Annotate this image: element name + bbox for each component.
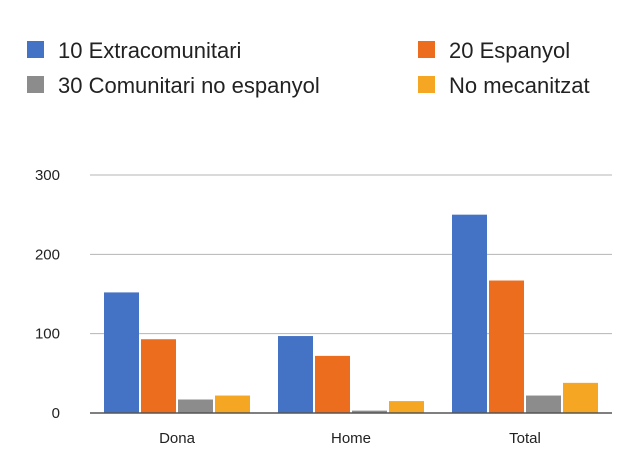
gridlines <box>90 174 612 335</box>
legend-item-comunitari-no-espanyol: 30 Comunitari no espanyol <box>27 73 320 98</box>
x-tick-label-dona: Dona <box>159 430 196 447</box>
y-tick-label: 0 <box>52 405 60 422</box>
x-axis-labels: Dona Home Total <box>159 430 541 447</box>
bar-total-no-mecanitzat <box>563 382 598 413</box>
legend: 10 Extracomunitari 20 Espanyol 30 Comuni… <box>27 38 590 98</box>
bar-home-no-mecanitzat <box>389 401 424 413</box>
bar-home-10-extracomunitari <box>278 336 313 413</box>
legend-item-espanyol: 20 Espanyol <box>418 38 570 63</box>
legend-label-comunitari-no-espanyol: 30 Comunitari no espanyol <box>58 73 320 98</box>
bar-dona-20-espanyol <box>141 339 176 413</box>
bar-total-20-espanyol <box>489 280 524 413</box>
bar-total-10-extracomunitari <box>452 214 487 413</box>
legend-item-extracomunitari: 10 Extracomunitari <box>27 38 241 63</box>
bar-dona-no-mecanitzat <box>215 395 250 413</box>
legend-swatch-extracomunitari <box>27 41 44 58</box>
legend-label-espanyol: 20 Espanyol <box>449 38 570 63</box>
legend-swatch-espanyol <box>418 41 435 58</box>
y-tick-label: 300 <box>35 167 60 184</box>
legend-item-no-mecanitzat: No mecanitzat <box>418 73 590 98</box>
y-tick-label: 200 <box>35 246 60 263</box>
bar-dona-30-comunitari-no-espanyol <box>178 399 213 413</box>
legend-swatch-comunitari-no-espanyol <box>27 76 44 93</box>
x-tick-label-home: Home <box>331 430 371 447</box>
legend-label-extracomunitari: 10 Extracomunitari <box>58 38 241 63</box>
bar-total-30-comunitari-no-espanyol <box>526 395 561 413</box>
y-axis-ticks: 0 100 200 300 <box>35 167 60 422</box>
x-tick-label-total: Total <box>509 430 541 447</box>
y-tick-label: 100 <box>35 326 60 343</box>
bar-dona-10-extracomunitari <box>104 292 139 413</box>
legend-label-no-mecanitzat: No mecanitzat <box>449 73 590 98</box>
bar-home-20-espanyol <box>315 355 350 413</box>
legend-swatch-no-mecanitzat <box>418 76 435 93</box>
bars <box>104 214 598 413</box>
bar-home-30-comunitari-no-espanyol <box>352 410 387 413</box>
